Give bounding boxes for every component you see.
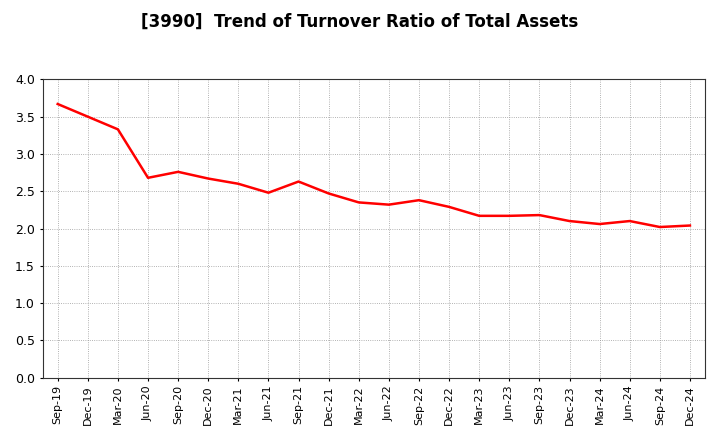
Text: [3990]  Trend of Turnover Ratio of Total Assets: [3990] Trend of Turnover Ratio of Total … <box>141 13 579 31</box>
